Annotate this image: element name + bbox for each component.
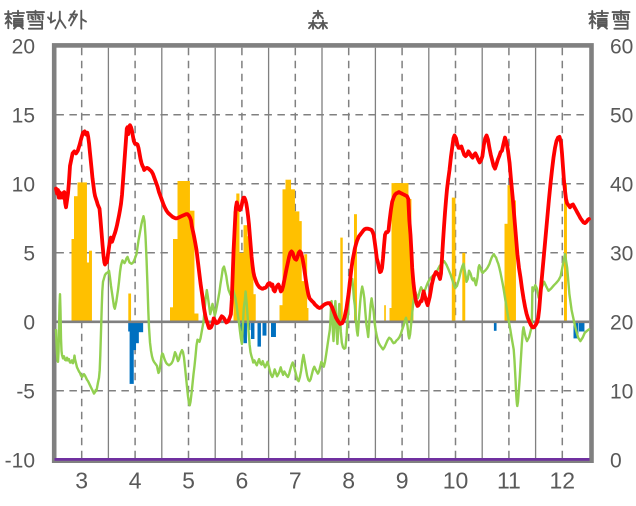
svg-text:10: 10 xyxy=(12,173,35,196)
svg-text:6: 6 xyxy=(236,468,249,494)
svg-text:15: 15 xyxy=(12,104,35,127)
svg-text:9: 9 xyxy=(396,468,409,494)
svg-text:10: 10 xyxy=(443,468,469,494)
svg-text:10: 10 xyxy=(610,380,633,403)
svg-text:0: 0 xyxy=(610,449,622,472)
svg-text:50: 50 xyxy=(610,104,633,127)
svg-text:-5: -5 xyxy=(16,380,35,403)
svg-text:12: 12 xyxy=(550,468,576,494)
svg-text:3: 3 xyxy=(75,468,88,494)
svg-text:4: 4 xyxy=(129,468,142,494)
svg-text:30: 30 xyxy=(610,242,633,265)
svg-text:5: 5 xyxy=(182,468,195,494)
svg-text:60: 60 xyxy=(610,35,633,58)
svg-text:20: 20 xyxy=(12,35,35,58)
svg-text:20: 20 xyxy=(610,311,633,334)
svg-text:40: 40 xyxy=(610,173,633,196)
svg-text:11: 11 xyxy=(497,468,521,494)
svg-text:0: 0 xyxy=(23,311,35,334)
svg-text:7: 7 xyxy=(289,468,302,494)
svg-text:5: 5 xyxy=(23,242,35,265)
svg-text:8: 8 xyxy=(342,468,355,494)
svg-text:-10: -10 xyxy=(5,449,35,472)
